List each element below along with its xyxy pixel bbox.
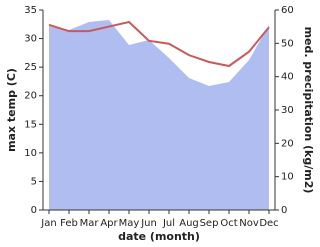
y2-tick-label: 10 (281, 172, 294, 183)
x-tick-label: Nov (239, 218, 259, 229)
y2-tick-label: 40 (281, 72, 294, 83)
y-axis-title: max temp (C) (5, 68, 18, 152)
x-tick-label: Oct (220, 218, 237, 229)
y-tick-label: 15 (24, 119, 37, 130)
y-tick-label: 0 (31, 205, 37, 216)
y2-tick-label: 30 (281, 105, 294, 116)
x-tick-label: Jul (162, 218, 175, 229)
x-tick-label: Feb (60, 218, 78, 229)
y-tick-label: 25 (24, 62, 37, 73)
y-tick-label: 20 (24, 91, 37, 102)
x-tick-label: Mar (80, 218, 100, 229)
y2-tick-label: 20 (281, 138, 294, 149)
y2-tick-label: 0 (281, 205, 287, 216)
y-tick-label: 10 (24, 148, 37, 159)
y2-axis-title: med. precipitation (kg/m2) (302, 27, 315, 194)
x-tick-label: Jun (140, 218, 157, 229)
precipitation-area (49, 20, 269, 210)
y2-tick-label: 50 (281, 38, 294, 49)
y2-tick-label: 60 (281, 5, 294, 16)
x-tick-label: Jan (40, 218, 56, 229)
temp-line (48, 20, 270, 68)
x-axis-title: date (month) (118, 230, 200, 243)
x-tick-label: Sep (200, 218, 219, 229)
y-tick-label: 5 (31, 176, 37, 187)
x-tick-label: May (119, 218, 140, 229)
x-tick-label: Apr (100, 218, 118, 229)
y-tick-label: 30 (24, 34, 37, 45)
x-tick-label: Dec (259, 218, 278, 229)
x-tick-label: Aug (179, 218, 199, 229)
y-tick-label: 35 (24, 5, 37, 16)
